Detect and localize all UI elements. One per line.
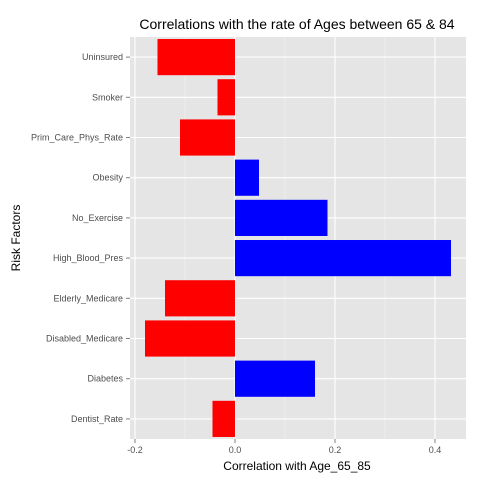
y-tick-label: Prim_Care_Phys_Rate — [31, 133, 123, 143]
bar-disabled-medicare — [145, 320, 235, 357]
y-tick-label: High_Blood_Pres — [53, 253, 124, 263]
bar-obesity — [235, 159, 259, 196]
bar-high-blood-pres — [235, 240, 451, 277]
bar-uninsured — [157, 39, 235, 76]
y-tick-label: Dentist_Rate — [71, 414, 123, 424]
y-axis: Uninsured Smoker Prim_Care_Phys_Rate Obesit… — [31, 52, 130, 424]
y-tick-label: Obesity — [92, 173, 123, 183]
y-tick-label: Diabetes — [87, 374, 123, 384]
y-tick-label: Elderly_Medicare — [53, 293, 123, 303]
x-tick-label: 0.2 — [329, 445, 342, 455]
bar-elderly-medicare — [165, 280, 235, 317]
chart-title: Correlations with the rate of Ages betwe… — [139, 16, 454, 32]
y-tick-label: No_Exercise — [72, 213, 123, 223]
x-tick-label: 0.0 — [229, 445, 242, 455]
x-axis-title: Correlation with Age_65_85 — [223, 459, 371, 473]
x-tick-label: 0.4 — [429, 445, 442, 455]
bar-smoker — [217, 79, 235, 116]
x-axis: -0.2 0.0 0.2 0.4 — [127, 439, 441, 455]
y-axis-title: Risk Factors — [9, 205, 23, 272]
y-tick-label: Uninsured — [82, 52, 123, 62]
y-tick-label: Smoker — [92, 92, 123, 102]
x-tick-label: -0.2 — [127, 445, 143, 455]
bars — [145, 39, 451, 437]
bar-diabetes — [235, 360, 315, 397]
bar-prim-care-phys-rate — [180, 119, 235, 156]
bar-no-exercise — [235, 199, 328, 236]
y-tick-label: Disabled_Medicare — [46, 334, 123, 344]
bar-dentist-rate — [212, 400, 235, 437]
